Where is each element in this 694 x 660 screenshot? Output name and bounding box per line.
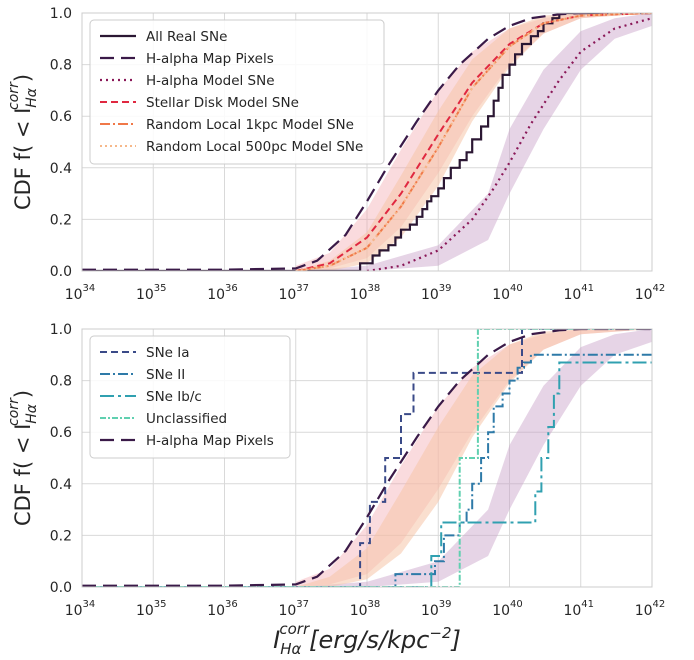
bottom-x-tick-label: 1034 bbox=[65, 599, 96, 619]
top-lines bbox=[82, 13, 652, 271]
top-x-tick-label: 1037 bbox=[278, 283, 309, 303]
top-legend: All Real SNe H-alpha Map Pixels H-alpha Mo… bbox=[89, 19, 385, 165]
bottom-series-sne-ib-c bbox=[82, 361, 652, 587]
bottom-x-tick-label: 1041 bbox=[563, 599, 594, 619]
top-x-tick-label: 1038 bbox=[350, 283, 381, 303]
top-x-tick-label: 1041 bbox=[563, 283, 594, 303]
bottom-confidence-band bbox=[295, 329, 652, 587]
bottom-x-tick-label: 1042 bbox=[635, 599, 666, 619]
top-y-tick-label: 0.6 bbox=[50, 109, 72, 125]
bottom-y-tick-label: 0.6 bbox=[50, 425, 72, 441]
bottom-x-tick-label: 1039 bbox=[421, 599, 452, 619]
top-series-random-local-500pc-model-sne bbox=[295, 13, 652, 271]
bottom-y-label-text: CDF f( < IHαcorr) bbox=[6, 390, 40, 526]
top-y-label-text: CDF f( < IHαcorr) bbox=[6, 74, 40, 210]
top-y-tick-label: 0.8 bbox=[50, 58, 72, 74]
bottom-y-tick-label: 0.0 bbox=[50, 580, 72, 596]
bottom-legend-label: Unclassified bbox=[146, 411, 227, 427]
bottom-y-axis-label: CDF f( < IHαcorr) bbox=[6, 390, 40, 526]
top-x-ticks: 1034 1035 1036 1037 1038 1039 1040 1041 1042 bbox=[65, 283, 666, 303]
bottom-y-tick-label: 0.8 bbox=[50, 374, 72, 390]
bottom-panel: 1034 1035 1036 1037 1038 1039 1040 1041 1042 0.0… bbox=[6, 322, 665, 619]
top-y-ticks: 0.0 0.2 0.4 0.6 0.8 1.0 bbox=[50, 6, 72, 280]
top-plot-frame bbox=[81, 12, 653, 272]
top-x-tick-label: 1036 bbox=[207, 283, 238, 303]
top-legend-label: All Real SNe bbox=[146, 29, 227, 45]
top-y-tick-label: 0.0 bbox=[50, 264, 72, 280]
top-y-tick-label: 0.2 bbox=[50, 212, 72, 228]
bottom-y-tick-label: 0.2 bbox=[50, 528, 72, 544]
bottom-legend-label: H-alpha Map Pixels bbox=[146, 433, 274, 449]
top-x-tick-label: 1035 bbox=[136, 283, 167, 303]
top-confidence-band bbox=[295, 13, 652, 271]
bottom-y-tick-label: 0.4 bbox=[50, 477, 72, 493]
top-y-tick-label: 0.4 bbox=[50, 161, 72, 177]
top-confidence-band bbox=[295, 13, 652, 271]
top-series-h-alpha-map-pixels bbox=[82, 13, 652, 271]
top-legend-label: H-alpha Map Pixels bbox=[146, 51, 274, 67]
bottom-x-ticks: 1034 1035 1036 1037 1038 1039 1040 1041 1042 bbox=[65, 599, 666, 619]
top-y-axis-label: CDF f( < IHαcorr) bbox=[6, 74, 40, 210]
bottom-legend-label: SNe II bbox=[146, 367, 185, 383]
top-legend-label: Random Local 500pc Model SNe bbox=[146, 139, 363, 155]
x-axis-label: IHαcorr[erg/s/kpc−2] bbox=[273, 620, 461, 658]
top-legend-box bbox=[89, 19, 385, 165]
top-x-tick-label: 1039 bbox=[421, 283, 452, 303]
bottom-plot-frame bbox=[81, 328, 653, 588]
bottom-series-h-alpha-map-pixels bbox=[82, 329, 652, 587]
top-x-tick-label: 1034 bbox=[65, 283, 96, 303]
bottom-lines bbox=[82, 329, 652, 587]
top-x-tick-label: 1040 bbox=[492, 283, 523, 303]
bottom-series-sne-ia bbox=[82, 329, 652, 587]
bottom-legend-label: SNe Ib/c bbox=[146, 389, 202, 405]
top-bands bbox=[295, 13, 652, 271]
bottom-legend-box bbox=[89, 335, 291, 459]
top-series-all-real-sne bbox=[82, 13, 652, 271]
bottom-x-tick-label: 1035 bbox=[136, 599, 167, 619]
top-series-h-alpha-model-sne bbox=[366, 17, 652, 271]
bottom-y-ticks: 0.0 0.2 0.4 0.6 0.8 1.0 bbox=[50, 322, 72, 596]
top-legend-label: Random Local 1kpc Model SNe bbox=[146, 117, 354, 133]
bottom-legend-label: SNe Ia bbox=[146, 345, 190, 361]
top-legend-label: H-alpha Model SNe bbox=[146, 73, 275, 89]
bottom-confidence-band bbox=[295, 329, 652, 587]
bottom-y-tick-label: 1.0 bbox=[50, 322, 72, 338]
bottom-bands bbox=[295, 329, 652, 587]
bottom-x-tick-label: 1036 bbox=[207, 599, 238, 619]
top-panel: 1034 1035 1036 1037 1038 1039 1040 1041 1042 0.0… bbox=[6, 6, 665, 303]
bottom-series-sne-ii bbox=[82, 353, 652, 587]
top-legend-label: Stellar Disk Model SNe bbox=[146, 95, 299, 111]
bottom-legend: SNe Ia SNe II SNe Ib/c Unclassified H-alpha … bbox=[89, 335, 291, 459]
bottom-x-tick-label: 1038 bbox=[350, 599, 381, 619]
top-x-tick-label: 1042 bbox=[635, 283, 666, 303]
top-y-tick-label: 1.0 bbox=[50, 6, 72, 22]
bottom-x-tick-label: 1040 bbox=[492, 599, 523, 619]
bottom-x-tick-label: 1037 bbox=[278, 599, 309, 619]
